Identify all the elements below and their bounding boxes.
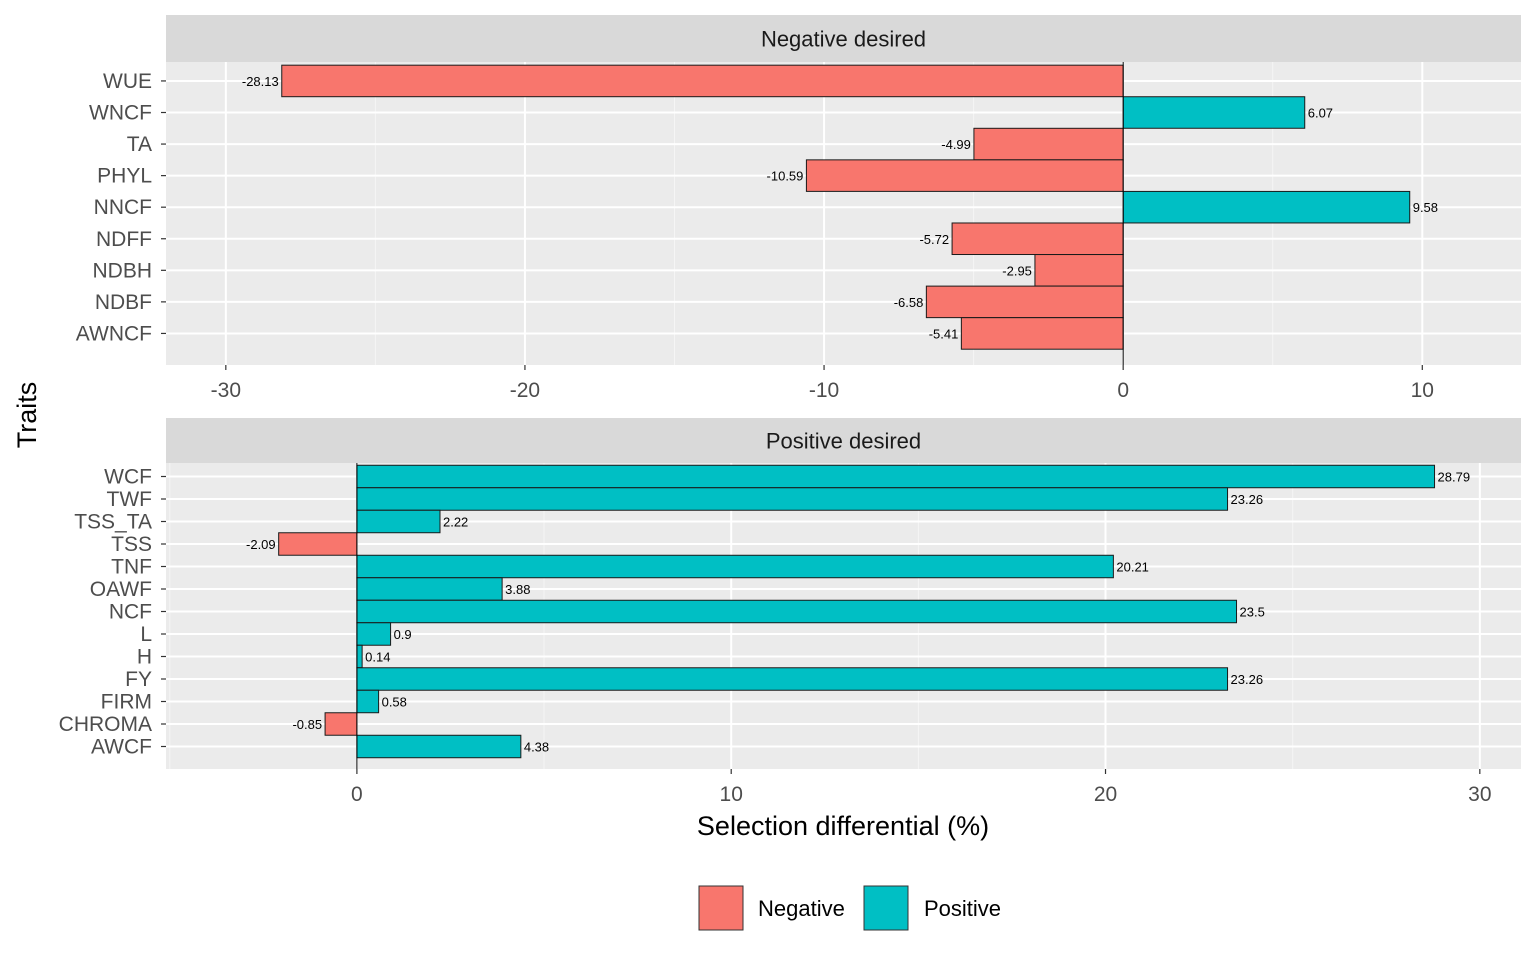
bar-wcf (356, 464, 1436, 489)
x-tick-label: -30 (211, 379, 241, 402)
category-label: NDBH (92, 259, 152, 282)
x-tick-label: 10 (720, 783, 743, 806)
category-label: FY (125, 668, 152, 691)
category-label: NDBF (95, 291, 152, 314)
bar-ndff (951, 222, 1124, 256)
bar-chroma (324, 712, 358, 736)
bar-oawf (356, 577, 503, 601)
bar-ta (973, 127, 1124, 161)
bar-ndbf (925, 285, 1124, 319)
value-label: 6.07 (1308, 106, 1333, 121)
value-label: -2.09 (246, 537, 276, 552)
category-label: WCF (104, 466, 152, 489)
category-label: NDFF (96, 228, 152, 251)
value-label: 23.26 (1231, 672, 1264, 687)
value-label: 9.58 (1413, 200, 1438, 215)
category-label: NNCF (94, 196, 152, 219)
category-label: TA (127, 133, 152, 156)
value-label: 20.21 (1116, 560, 1149, 575)
bar-tss_ta (356, 509, 441, 534)
bar-ncf (356, 599, 1238, 624)
x-tick-label: -10 (809, 379, 839, 402)
bar-l (356, 622, 392, 646)
value-label: -2.95 (1002, 263, 1032, 278)
bar-nncf (1122, 190, 1411, 224)
bar-ndbh (1034, 254, 1124, 287)
category-label: H (137, 646, 152, 669)
category-label: WUE (103, 70, 152, 93)
panel-strip (166, 15, 1521, 62)
value-label: 28.79 (1438, 470, 1471, 485)
value-label: 0.14 (365, 650, 390, 665)
value-label: 3.88 (505, 582, 530, 597)
bar-wue (281, 64, 1124, 98)
category-label: WNCF (89, 102, 152, 125)
bar-awcf (356, 734, 522, 759)
legend-label-negative: Negative (758, 896, 845, 921)
bar-firm (356, 689, 380, 714)
legend-key-positive (863, 885, 909, 931)
value-label: -5.41 (929, 326, 959, 341)
panel-title: Negative desired (761, 27, 926, 52)
value-label: 23.26 (1231, 492, 1264, 507)
bar-phyl (805, 159, 1124, 192)
panel-title: Positive desired (766, 429, 921, 454)
category-label: TNF (111, 556, 152, 579)
value-label: 2.22 (443, 515, 468, 530)
legend-label-positive: Positive (924, 896, 1001, 921)
value-label: -6.58 (894, 295, 924, 310)
category-label: AWCF (91, 736, 152, 759)
category-label: OAWF (90, 578, 152, 601)
value-label: -28.13 (242, 74, 279, 89)
value-label: -10.59 (767, 169, 804, 184)
category-label: TSS_TA (74, 511, 152, 534)
bar-twf (356, 487, 1229, 511)
x-tick-label: 10 (1411, 379, 1434, 402)
bar-h (356, 644, 363, 669)
y-axis-title: Traits (12, 382, 42, 449)
value-label: 23.5 (1240, 605, 1265, 620)
value-label: -0.85 (292, 717, 322, 732)
panel-0: Negative desired -30 -20 -10 0 10 -28.13 WUE 6.0… (76, 15, 1521, 402)
category-label: PHYL (97, 165, 152, 188)
legend: Negative Positive (698, 885, 1001, 931)
x-tick-label: 30 (1468, 783, 1491, 806)
bar-wncf (1122, 96, 1306, 129)
panels-layer: Negative desired -30 -20 -10 0 10 -28.13 WUE 6.0… (59, 15, 1521, 806)
panel-strip (166, 418, 1521, 463)
category-label: TSS (111, 533, 152, 556)
category-label: AWNCF (76, 322, 152, 345)
category-label: FIRM (101, 691, 152, 714)
panel-1: Positive desired 0 10 20 30 28.79 WCF 23.26 TWF 2… (59, 418, 1521, 806)
legend-key-negative (698, 885, 744, 931)
category-label: NCF (109, 601, 152, 624)
value-label: -5.72 (919, 232, 949, 247)
value-label: 4.38 (524, 740, 549, 755)
x-tick-label: -20 (510, 379, 540, 402)
bar-awncf (960, 317, 1124, 350)
x-tick-label: 0 (351, 783, 363, 806)
x-tick-label: 0 (1117, 379, 1129, 402)
category-label: L (140, 623, 152, 646)
value-label: -4.99 (941, 137, 971, 152)
x-axis-title: Selection differential (%) (697, 811, 989, 841)
bar-fy (356, 667, 1229, 691)
category-label: TWF (107, 488, 152, 511)
x-tick-label: 20 (1094, 783, 1117, 806)
category-label: CHROMA (59, 713, 152, 736)
bar-tss (278, 532, 358, 556)
value-label: 0.58 (382, 695, 407, 710)
value-label: 0.9 (394, 627, 412, 642)
bar-tnf (356, 554, 1114, 579)
